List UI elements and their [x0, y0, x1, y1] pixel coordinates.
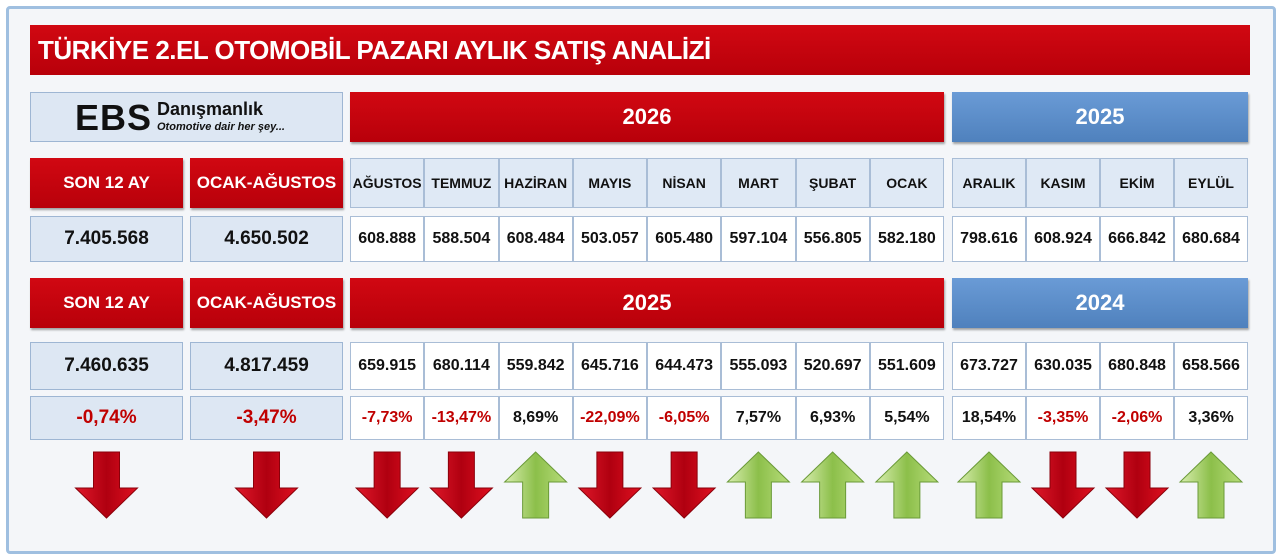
month-header: EYLÜL [1174, 158, 1248, 208]
month-header: OCAK [869, 158, 944, 208]
month-value: 556.805 [795, 216, 870, 262]
month-change: -13,47% [424, 396, 499, 440]
month-value: 559.842 [498, 342, 573, 390]
month-header: NİSAN [647, 158, 722, 208]
month-header: ŞUBAT [795, 158, 870, 208]
month-header: MAYIS [572, 158, 647, 208]
month-header: HAZİRAN [498, 158, 573, 208]
summary-label: OCAK-AĞUSTOS [190, 158, 343, 208]
month-value: 588.504 [424, 216, 499, 262]
month-value: 680.114 [424, 342, 499, 390]
month-change: -6,05% [647, 396, 722, 440]
month-change: 3,36% [1174, 396, 1248, 440]
month-value: 630.035 [1026, 342, 1100, 390]
month-value: 659.915 [350, 342, 425, 390]
month-change: 7,57% [721, 396, 796, 440]
year-header: 2025 [350, 278, 944, 328]
month-header: AĞUSTOS [350, 158, 425, 208]
month-change: -7,73% [350, 396, 425, 440]
logo-name: EBS [75, 97, 153, 138]
summary-value: 7.405.568 [30, 216, 183, 262]
month-value: 608.924 [1026, 216, 1100, 262]
month-value: 597.104 [721, 216, 796, 262]
summary-change: -0,74% [30, 396, 183, 440]
month-value: 608.484 [498, 216, 573, 262]
summary-change: -3,47% [190, 396, 343, 440]
month-value: 520.697 [795, 342, 870, 390]
month-value: 582.180 [869, 216, 944, 262]
month-value: 680.848 [1100, 342, 1174, 390]
year-header: 2026 [350, 92, 944, 142]
month-value: 666.842 [1100, 216, 1174, 262]
month-change: -2,06% [1100, 396, 1174, 440]
month-value: 608.888 [350, 216, 425, 262]
summary-value: 4.650.502 [190, 216, 343, 262]
logo-tagline: Otomotive dair her şey... [157, 121, 285, 133]
month-header: EKİM [1100, 158, 1174, 208]
month-value: 644.473 [647, 342, 722, 390]
month-value: 645.716 [572, 342, 647, 390]
summary-value: 7.460.635 [30, 342, 183, 390]
year-header: 2025 [952, 92, 1248, 142]
title: TÜRKİYE 2.EL OTOMOBİL PAZARI AYLIK SATIŞ… [30, 25, 1250, 75]
month-value: 551.609 [869, 342, 944, 390]
month-change: -22,09% [572, 396, 647, 440]
month-change: 8,69% [498, 396, 573, 440]
summary-value: 4.817.459 [190, 342, 343, 390]
month-change: -3,35% [1026, 396, 1100, 440]
month-header: KASIM [1026, 158, 1100, 208]
month-header: TEMMUZ [424, 158, 499, 208]
month-value: 503.057 [572, 216, 647, 262]
summary-label: OCAK-AĞUSTOS [190, 278, 343, 328]
month-value: 605.480 [647, 216, 722, 262]
logo-brand: Danışmanlık [157, 99, 264, 119]
summary-label: SON 12 AY [30, 158, 183, 208]
month-value: 673.727 [952, 342, 1026, 390]
month-header: ARALIK [952, 158, 1026, 208]
month-change: 5,54% [869, 396, 944, 440]
month-change: 6,93% [795, 396, 870, 440]
month-change: 18,54% [952, 396, 1026, 440]
month-value: 798.616 [952, 216, 1026, 262]
year-header: 2024 [952, 278, 1248, 328]
month-value: 555.093 [721, 342, 796, 390]
month-value: 680.684 [1174, 216, 1248, 262]
summary-label: SON 12 AY [30, 278, 183, 328]
logo: EBS Danışmanlık Otomotive dair her şey..… [30, 92, 343, 142]
month-header: MART [721, 158, 796, 208]
month-value: 658.566 [1174, 342, 1248, 390]
